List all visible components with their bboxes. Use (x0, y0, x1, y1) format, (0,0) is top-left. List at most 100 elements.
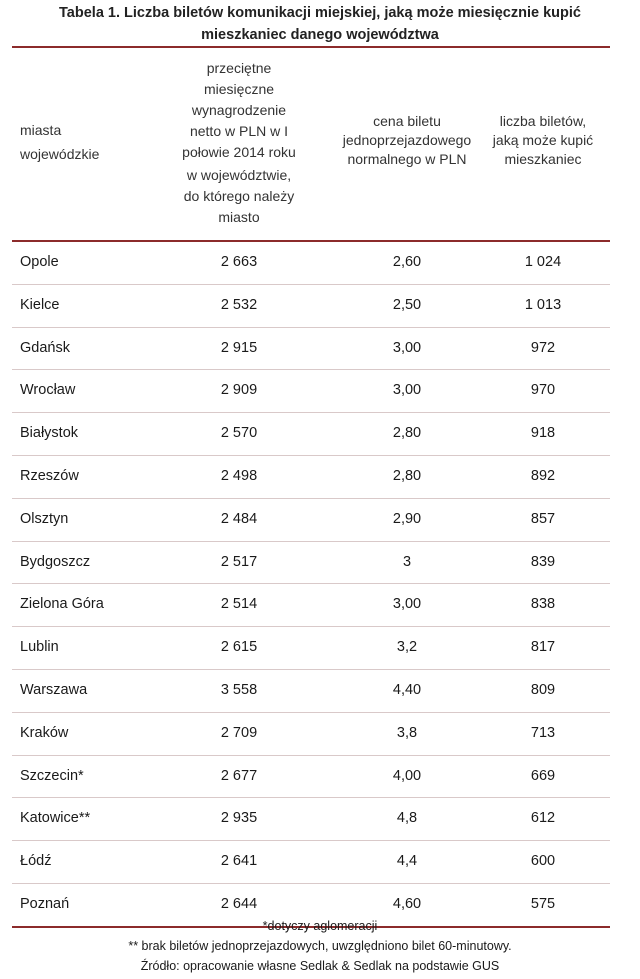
cell-price: 2,80 (392, 467, 422, 484)
cell-count: 669 (530, 767, 556, 784)
table-row: Wrocław 2 909 3,00 970 (12, 370, 610, 414)
cell-salary: 2 615 (220, 639, 258, 656)
table-row: Rzeszów 2 498 2,80 892 (12, 456, 610, 499)
table-body: Opole 2 663 2,60 1 024 Kielce 2 532 2,50 1 013 G… (12, 242, 610, 928)
cell-count: 713 (530, 724, 556, 741)
cell-salary: 2 935 (220, 810, 258, 827)
cell-city: Warszawa (20, 681, 88, 698)
note-source: Źródło: opracowanie własne Sedlak & Sedl… (140, 959, 500, 973)
cell-salary: 2 915 (220, 339, 258, 356)
header-price-line: jednoprzejazdowego (342, 132, 472, 148)
cell-count: 1 013 (524, 296, 562, 313)
table-row: Kraków 2 709 3,8 713 (12, 713, 610, 756)
cell-count: 892 (530, 467, 556, 484)
cell-count: 918 (530, 425, 556, 442)
note-agglomeration: *dotyczy aglomeracji (262, 919, 378, 933)
cell-price: 2,60 (392, 254, 422, 270)
cell-salary: 2 514 (220, 596, 258, 613)
table-title: Tabela 1. Liczba biletów komunikacji mie… (0, 2, 640, 46)
cell-city: Białystok (20, 425, 79, 442)
cell-price: 3 (402, 553, 412, 570)
cell-price: 3,00 (392, 339, 422, 356)
header-salary-line: w województwie, (186, 167, 292, 183)
cell-count: 1 024 (524, 254, 562, 270)
cell-price: 4,4 (396, 853, 418, 870)
cell-salary: 2 709 (220, 724, 258, 741)
cell-price: 3,8 (396, 724, 418, 741)
cell-price: 4,60 (392, 895, 422, 912)
cell-count: 972 (530, 339, 556, 356)
cell-price: 2,50 (392, 296, 422, 313)
cell-salary: 2 570 (220, 425, 258, 442)
cell-city: Zielona Góra (20, 596, 104, 613)
header-city-line: wojewódzkie (20, 146, 100, 162)
cell-price: 2,90 (392, 510, 422, 527)
top-rule (12, 46, 610, 48)
header-salary-line: miesięczne (203, 81, 275, 97)
header-salary-line: przeciętne (206, 60, 272, 76)
cell-count: 839 (530, 553, 556, 570)
cell-count: 838 (530, 596, 556, 613)
cell-price: 3,00 (392, 596, 422, 613)
cell-city: Opole (20, 254, 59, 270)
cell-price: 4,8 (396, 810, 418, 827)
table-row: Zielona Góra 2 514 3,00 838 (12, 584, 610, 628)
header-count: liczba biletów, jaką może kupić mieszkan… (468, 112, 618, 169)
table-row: Łódź 2 641 4,4 600 (12, 841, 610, 884)
cell-count: 857 (530, 510, 556, 527)
table-row: Poznań 2 644 4,60 575 (12, 884, 610, 928)
cell-salary: 2 484 (220, 510, 258, 527)
table-row: Warszawa 3 558 4,40 809 (12, 670, 610, 713)
cell-city: Olsztyn (20, 510, 69, 527)
table-row: Olsztyn 2 484 2,90 857 (12, 499, 610, 542)
cell-count: 817 (530, 639, 556, 656)
table-row: Bydgoszcz 2 517 3 839 (12, 542, 610, 585)
header-count-line: liczba biletów, (499, 113, 587, 129)
header-price: cena biletu jednoprzejazdowego normalneg… (332, 112, 482, 169)
table-row: Opole 2 663 2,60 1 024 (12, 242, 610, 285)
table-title-line2: mieszkaniec danego województwa (201, 27, 439, 43)
cell-count: 575 (530, 895, 556, 912)
cell-city: Wrocław (20, 382, 76, 399)
cell-salary: 2 517 (220, 553, 258, 570)
table-title-line1: Tabela 1. Liczba biletów komunikacji mie… (59, 5, 581, 21)
header-count-line: mieszkaniec (504, 151, 582, 167)
cell-salary: 2 641 (220, 853, 258, 870)
header-salary-line: netto w PLN w I (189, 123, 289, 139)
table-row: Szczecin* 2 677 4,00 669 (12, 756, 610, 799)
cell-city: Katowice** (20, 810, 91, 827)
cell-city: Szczecin* (20, 767, 84, 784)
header-salary: przeciętne miesięczne wynagrodzenie nett… (164, 58, 314, 228)
cell-city: Gdańsk (20, 339, 70, 356)
table-row: Białystok 2 570 2,80 918 (12, 413, 610, 456)
cell-city: Bydgoszcz (20, 553, 91, 570)
cell-salary: 2 644 (220, 895, 258, 912)
cell-salary: 2 677 (220, 767, 258, 784)
cell-price: 4,00 (392, 767, 422, 784)
cell-city: Poznań (20, 895, 70, 912)
header-city-line: miasta (20, 122, 62, 138)
cell-city: Rzeszów (20, 467, 79, 484)
cell-city: Kraków (20, 724, 69, 741)
cell-count: 600 (530, 853, 556, 870)
header-salary-line: wynagrodzenie (191, 102, 287, 118)
cell-salary: 2 909 (220, 382, 258, 399)
cell-price: 4,40 (392, 681, 422, 698)
header-salary-line: do którego należy (183, 188, 295, 204)
header-salary-line: połowie 2014 roku (182, 144, 296, 160)
header-count-line: jaką może kupić (492, 132, 594, 148)
table-header: miasta wojewódzkie przeciętne miesięczne… (12, 52, 610, 238)
cell-salary: 2 532 (220, 296, 258, 313)
cell-city: Kielce (20, 296, 60, 313)
cell-salary: 3 558 (220, 681, 258, 698)
cell-price: 2,80 (392, 425, 422, 442)
cell-salary: 2 498 (220, 467, 258, 484)
table-row: Gdańsk 2 915 3,00 972 (12, 328, 610, 371)
cell-price: 3,2 (396, 639, 418, 656)
cell-price: 3,00 (392, 382, 422, 399)
header-salary-line: miasto (218, 209, 260, 225)
cell-salary: 2 663 (220, 254, 258, 270)
cell-count: 809 (530, 681, 556, 698)
table-row: Kielce 2 532 2,50 1 013 (12, 285, 610, 328)
header-price-line: normalnego w PLN (347, 151, 467, 167)
